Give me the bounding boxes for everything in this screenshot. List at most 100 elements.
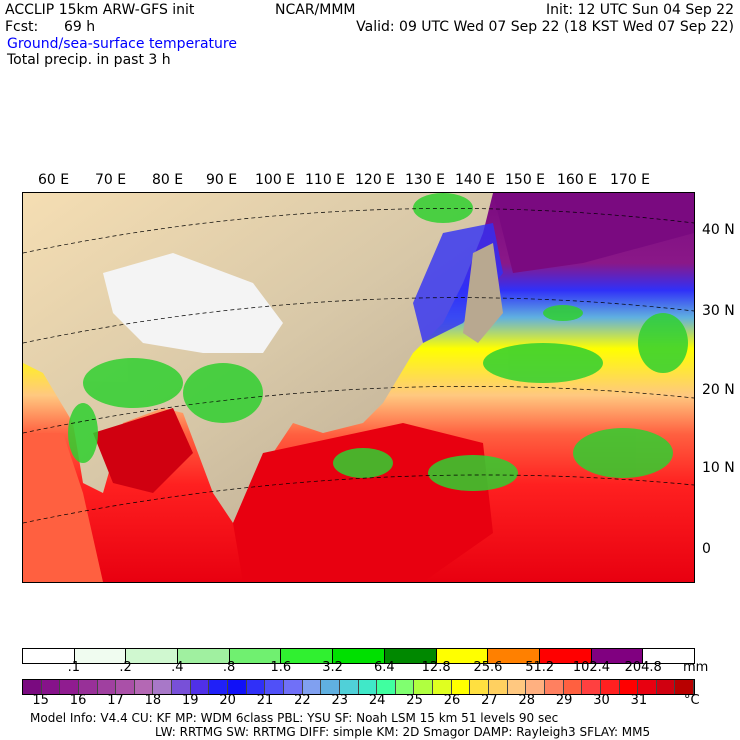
- longitude-label: 90 E: [206, 172, 238, 188]
- temperature-color-swatch: [41, 680, 61, 694]
- longitude-label: 140 E: [455, 172, 496, 188]
- temperature-color-swatch: [190, 680, 210, 694]
- longitude-label: 110 E: [305, 172, 346, 188]
- temperature-tick-label: 31: [630, 693, 648, 708]
- temperature-color-swatch: [526, 680, 545, 694]
- forecast-hours: 69 h: [64, 19, 96, 35]
- temperature-color-swatch: [395, 680, 415, 694]
- temperature-color-swatch: [172, 680, 191, 694]
- precip-tick-label: 1.6: [270, 660, 292, 675]
- organization: NCAR/MMM: [275, 2, 356, 18]
- temperature-tick-label: 24: [368, 693, 386, 708]
- temperature-tick-label: 20: [219, 693, 236, 708]
- temperature-colorbar: [22, 679, 695, 695]
- temperature-tick-label: 23: [331, 693, 349, 708]
- precip-areas: [68, 193, 688, 491]
- map-canvas: [22, 193, 695, 582]
- temperature-tick-label: 17: [107, 693, 124, 708]
- init-time: Init: 12 UTC Sun 04 Sep 22: [545, 2, 734, 18]
- temperature-color-swatch: [153, 680, 173, 694]
- temperature-color-swatch: [228, 680, 247, 694]
- temperature-color-swatch: [638, 680, 657, 694]
- temperature-tick-label: 28: [518, 693, 536, 708]
- precip-color-swatch: [126, 649, 179, 663]
- temperature-color-swatch: [60, 680, 79, 694]
- temperature-color-swatch: [134, 680, 154, 694]
- precip-colorbar: [22, 648, 695, 664]
- precip-color-swatch: [436, 649, 489, 663]
- temperature-color-swatch: [209, 680, 229, 694]
- temperature-color-swatch: [339, 680, 359, 694]
- temperature-tick-label: 27: [481, 693, 498, 708]
- temperature-color-swatch: [377, 680, 396, 694]
- precip-color-swatch: [384, 649, 437, 663]
- tibetan-plateau: [103, 253, 283, 353]
- latitude-label: 20 N: [702, 382, 735, 398]
- graticule: [22, 208, 695, 524]
- temperature-color-swatch: [23, 680, 42, 694]
- temperature-color-swatch: [470, 680, 490, 694]
- temperature-color-swatch: [302, 680, 322, 694]
- precip-tick-label: .4: [171, 660, 184, 675]
- precip-color-swatch: [229, 649, 282, 663]
- precip-tick-label: 12.8: [421, 660, 451, 675]
- temperature-color-swatch: [97, 680, 117, 694]
- temperature-color-swatch: [246, 680, 266, 694]
- temperature-color-swatch: [544, 680, 564, 694]
- temperature-unit: °C: [684, 693, 700, 708]
- temperature-color-swatch: [358, 680, 378, 694]
- model-title: ACCLIP 15km ARW-GFS init: [5, 2, 195, 18]
- precip-tick-label: 102.4: [572, 660, 611, 675]
- temperature-color-swatch: [283, 680, 303, 694]
- latitude-label: 10 N: [702, 460, 735, 476]
- precip-color-swatch: [74, 649, 127, 663]
- japan: [463, 243, 503, 343]
- temperature-color-swatch: [414, 680, 434, 694]
- latitude-label: 30 N: [702, 303, 735, 319]
- precip-tick-label: .2: [119, 660, 132, 675]
- temperature-tick-label: 22: [294, 693, 311, 708]
- temperature-tick-label: 19: [181, 693, 199, 708]
- longitude-label: 150 E: [505, 172, 546, 188]
- precip-tick-label: 25.6: [473, 660, 503, 675]
- precip-tick-label: 204.8: [624, 660, 662, 675]
- temperature-color-swatch: [116, 680, 135, 694]
- precip-color-swatch: [643, 649, 694, 663]
- precip-tick-label: .1: [67, 660, 80, 675]
- temperature-color-swatch: [489, 680, 508, 694]
- precip-tick-label: 3.2: [322, 660, 343, 675]
- temperature-tick-label: 18: [144, 693, 162, 708]
- precip-color-swatch: [591, 649, 644, 663]
- precip-tick-label: 51.2: [525, 660, 555, 675]
- precip-tick-label: 6.4: [374, 660, 395, 675]
- precip-color-swatch: [178, 649, 230, 663]
- longitude-label: 70 E: [95, 172, 127, 188]
- temperature-tick-label: 30: [593, 693, 610, 708]
- temperature-color-swatch: [619, 680, 639, 694]
- north-pacific-cold: [493, 193, 694, 273]
- forecast-label: Fcst:: [5, 19, 39, 35]
- temperature-color-swatch: [656, 680, 676, 694]
- longitude-label: 130 E: [405, 172, 446, 188]
- temperature-color-swatch: [321, 680, 340, 694]
- precip-color-swatch: [539, 649, 592, 663]
- temperature-color-swatch: [675, 680, 695, 694]
- temperature-color-swatch: [265, 680, 284, 694]
- valid-time: Valid: 09 UTC Wed 07 Sep 22 (18 KST Wed …: [356, 19, 734, 35]
- longitude-label: 100 E: [255, 172, 296, 188]
- precip-tick-label: .8: [222, 660, 236, 675]
- temperature-color-swatch: [600, 680, 620, 694]
- latitude-label: 40 N: [702, 222, 735, 238]
- precip-color-swatch: [488, 649, 540, 663]
- temperature-color-swatch: [78, 680, 98, 694]
- temperature-color-swatch: [582, 680, 601, 694]
- weather-map[interactable]: [22, 192, 695, 583]
- longitude-label: 60 E: [38, 172, 70, 188]
- precip-unit: mm: [683, 660, 709, 675]
- model-info-line2: LW: RRTMG SW: RRTMG DIFF: simple KM: 2D …: [155, 725, 651, 739]
- longitude-label: 80 E: [152, 172, 184, 188]
- precip-color-swatch: [281, 649, 334, 663]
- temperature-tick-label: 26: [443, 693, 461, 708]
- temperature-tick-label: 16: [69, 693, 87, 708]
- temperature-color-swatch: [563, 680, 583, 694]
